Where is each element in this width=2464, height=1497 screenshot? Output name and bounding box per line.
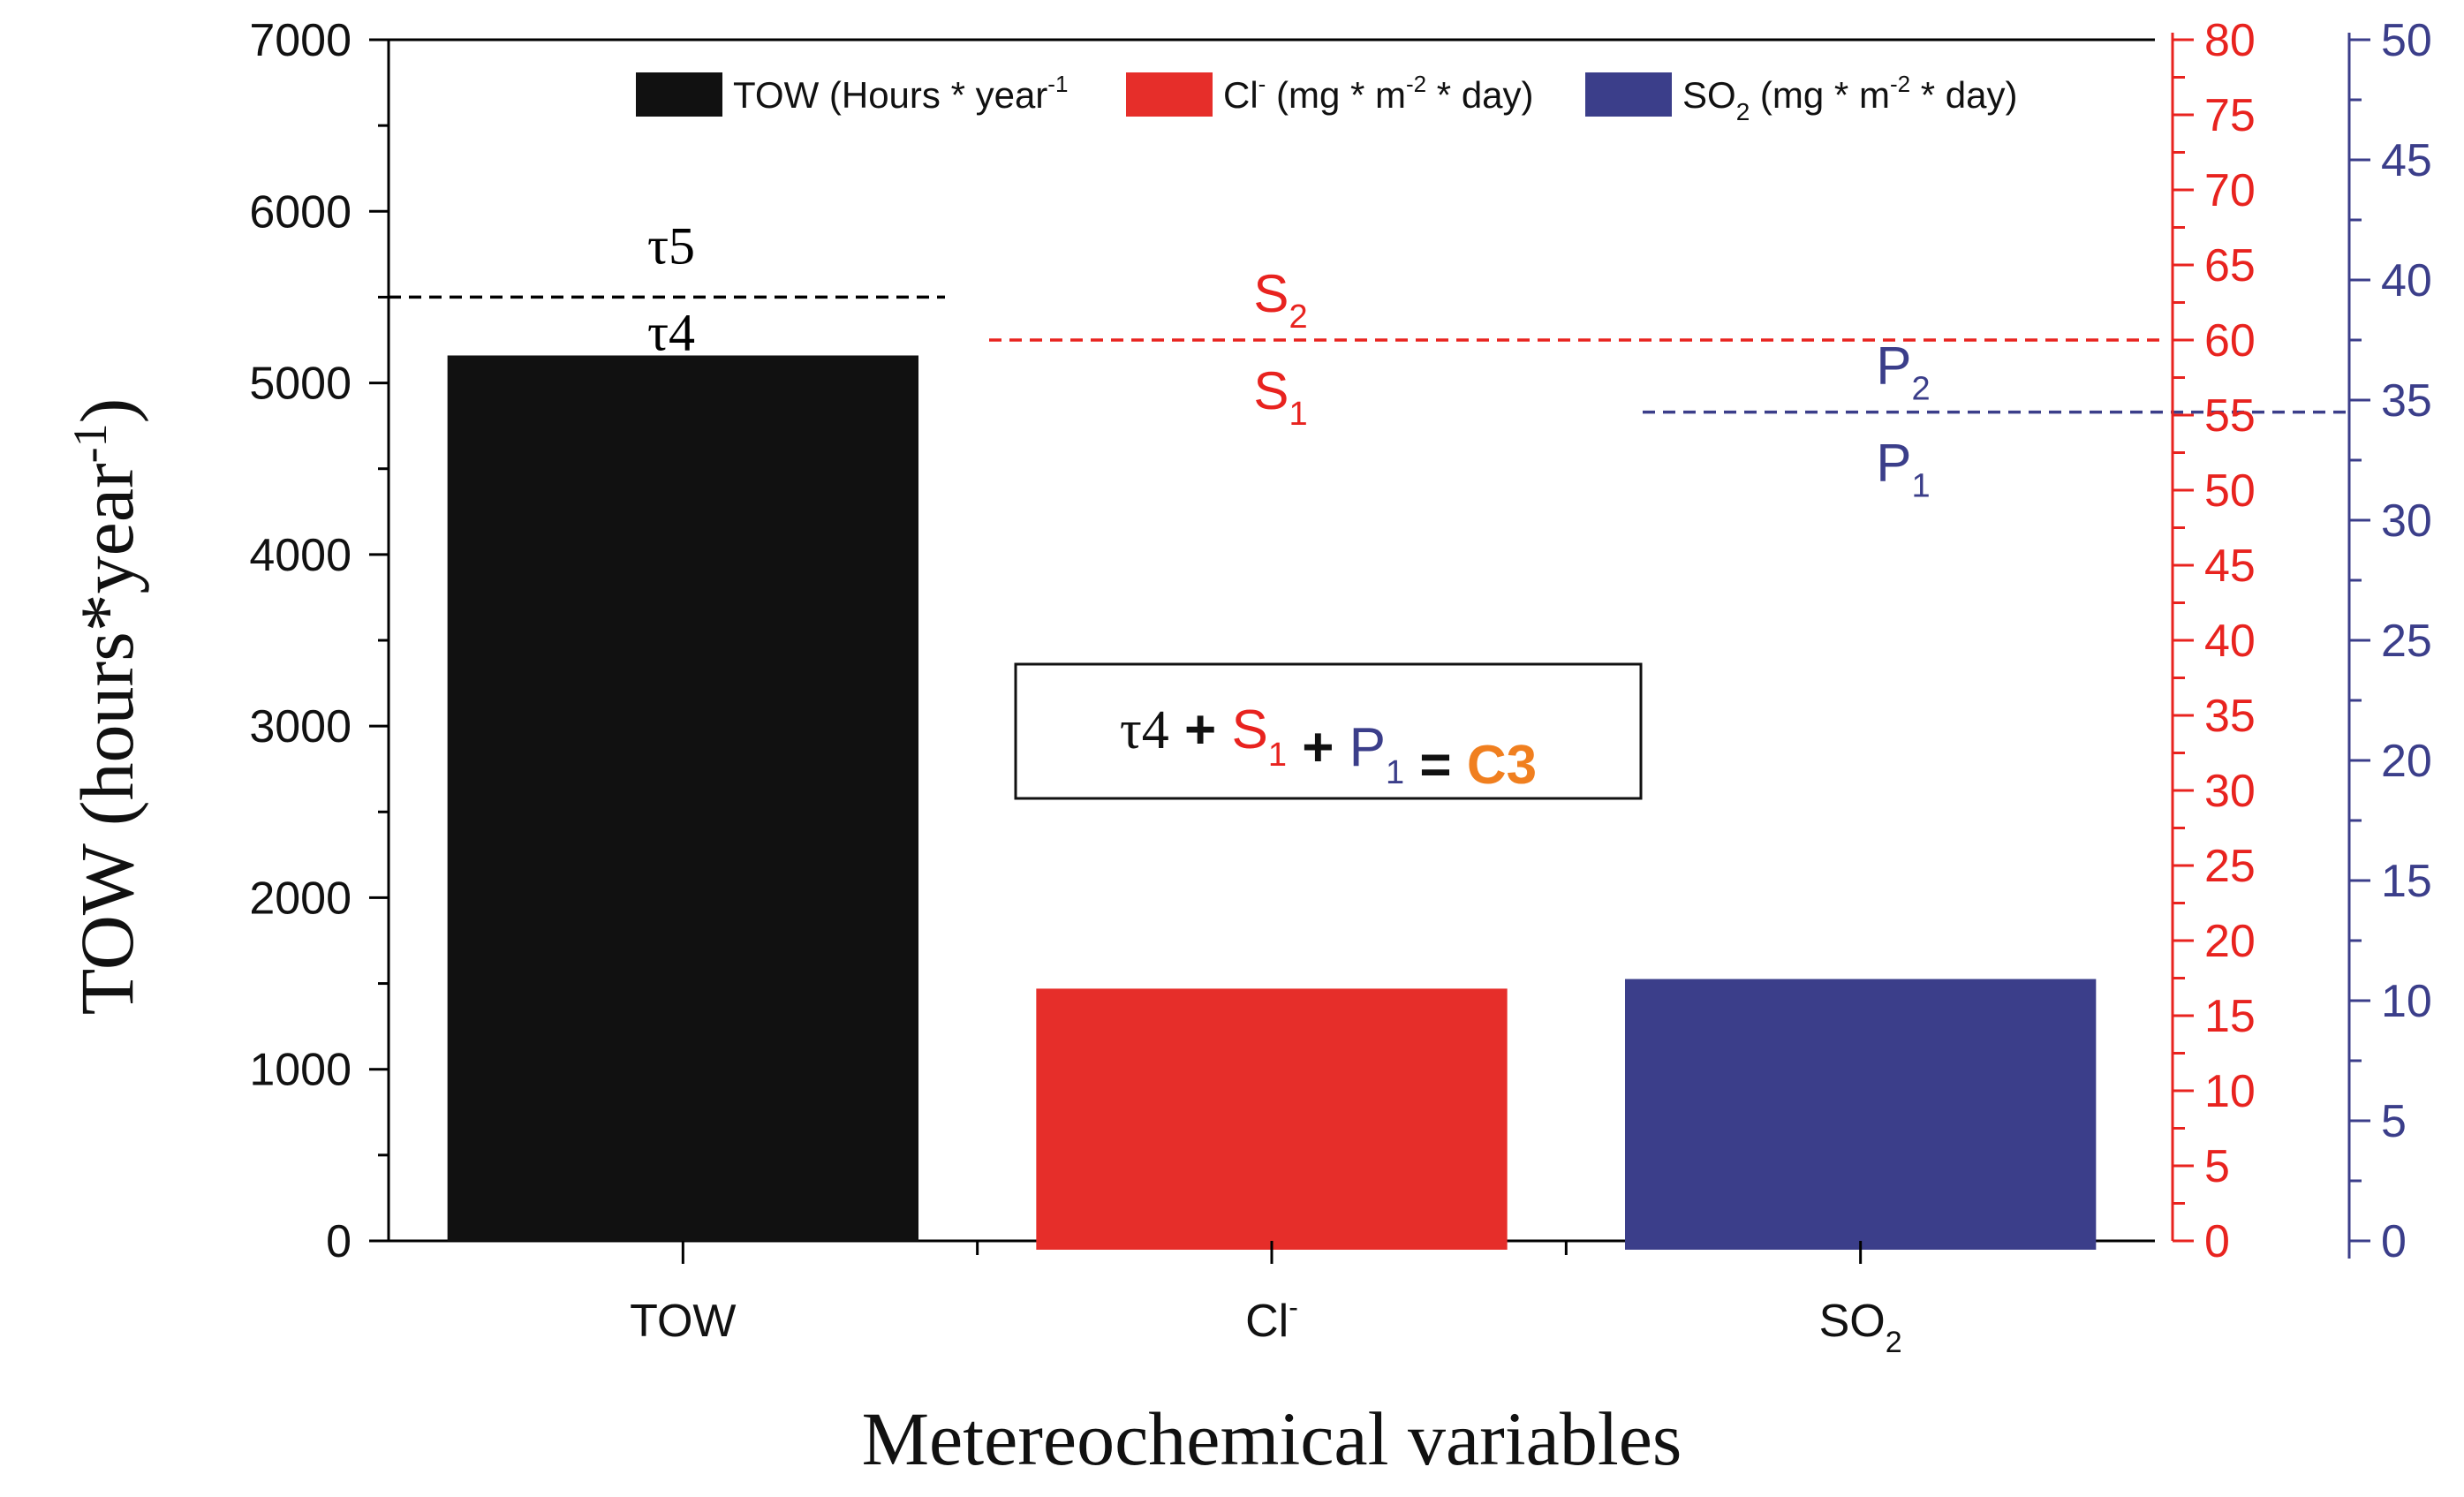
threshold-label-above-tau: τ5 — [647, 216, 695, 275]
red-axis-tick-label: 5 — [2204, 1141, 2230, 1192]
legend-swatch-cl — [1126, 72, 1213, 117]
red-axis-tick-label: 0 — [2204, 1216, 2230, 1267]
red-axis-tick-label: 55 — [2204, 390, 2256, 442]
red-axis-tick-label: 80 — [2204, 15, 2256, 66]
threshold-label-above-s: S2 — [1253, 264, 1307, 336]
x-tick-label-so2: SO2 — [1819, 1296, 1902, 1359]
red-axis-tick-label: 25 — [2204, 841, 2256, 892]
legend-label-tow: TOW (Hours * year-1 — [733, 71, 1068, 116]
annotation-text: τ4 + S1 + P1 = C3 — [1120, 699, 1537, 796]
threshold-label-below-tau: τ4 — [647, 303, 695, 361]
left-tick-label: 7000 — [249, 15, 351, 66]
blue-axis-tick-label: 5 — [2381, 1096, 2407, 1147]
red-axis-tick-label: 15 — [2204, 991, 2256, 1042]
y-axis-title: TOW (hours*year-1) — [64, 398, 149, 1016]
blue-axis-tick-label: 25 — [2381, 616, 2432, 667]
left-tick-label: 6000 — [249, 186, 351, 238]
x-tick-label-tow: TOW — [630, 1296, 736, 1347]
legend-label-cl: Cl- (mg * m-2 * day) — [1223, 71, 1534, 116]
bar-cl — [1036, 988, 1508, 1250]
bar-so2 — [1625, 979, 2097, 1250]
left-tick-label: 4000 — [249, 530, 351, 581]
blue-axis-tick-label: 0 — [2381, 1216, 2407, 1267]
left-tick-label: 0 — [326, 1216, 351, 1267]
legend-swatch-so2 — [1585, 72, 1672, 117]
blue-axis-tick-label: 10 — [2381, 976, 2432, 1027]
axes: TOW Cl- SO2 0 1000 2000 3000 4000 5000 6000 7000 0 5… — [249, 15, 2432, 1359]
red-axis-tick-label: 35 — [2204, 691, 2256, 742]
bar-tow — [447, 355, 919, 1241]
blue-axis-tick-label: 35 — [2381, 375, 2432, 427]
legend-swatch-tow — [636, 72, 722, 117]
blue-axis-tick-label: 50 — [2381, 15, 2432, 66]
red-axis-tick-label: 60 — [2204, 315, 2256, 367]
red-axis-tick-label: 50 — [2204, 465, 2256, 517]
red-axis-tick-label: 75 — [2204, 90, 2256, 141]
red-axis-tick-label: 20 — [2204, 916, 2256, 967]
blue-axis-tick-label: 45 — [2381, 135, 2432, 186]
legend-label-so2: SO2 (mg * m-2 * day) — [1682, 71, 2017, 125]
red-axis-tick-label: 30 — [2204, 766, 2256, 817]
left-tick-label: 3000 — [249, 701, 351, 752]
left-tick-label: 1000 — [249, 1045, 351, 1096]
x-tick-label-cl: Cl- — [1245, 1291, 1298, 1347]
threshold-label-below-s: S1 — [1253, 361, 1307, 433]
red-axis-tick-label: 70 — [2204, 165, 2256, 216]
left-tick-label: 2000 — [249, 873, 351, 924]
threshold-lines: τ5 τ4 S2 S1 P2 P1 — [389, 216, 2349, 505]
red-axis-tick-label: 10 — [2204, 1066, 2256, 1117]
threshold-label-above-p: P2 — [1876, 336, 1930, 408]
annotation: τ4 + S1 + P1 = C3 — [1014, 662, 1643, 800]
legend: TOW (Hours * year-1 Cl- (mg * m-2 * day) S… — [636, 71, 2017, 125]
blue-axis-tick-label: 15 — [2381, 856, 2432, 907]
threshold-label-below-p: P1 — [1876, 434, 1930, 505]
blue-axis-tick-label: 30 — [2381, 495, 2432, 547]
left-tick-label: 5000 — [249, 359, 351, 410]
red-axis-tick-label: 40 — [2204, 616, 2256, 667]
blue-axis-tick-label: 40 — [2381, 255, 2432, 306]
bars — [447, 355, 2097, 1250]
red-axis-tick-label: 65 — [2204, 240, 2256, 291]
blue-axis-tick-label: 20 — [2381, 736, 2432, 787]
annotation-box — [1014, 662, 1643, 800]
x-axis-title: Metereochemical variables — [862, 1396, 1682, 1481]
red-axis-tick-label: 45 — [2204, 541, 2256, 592]
